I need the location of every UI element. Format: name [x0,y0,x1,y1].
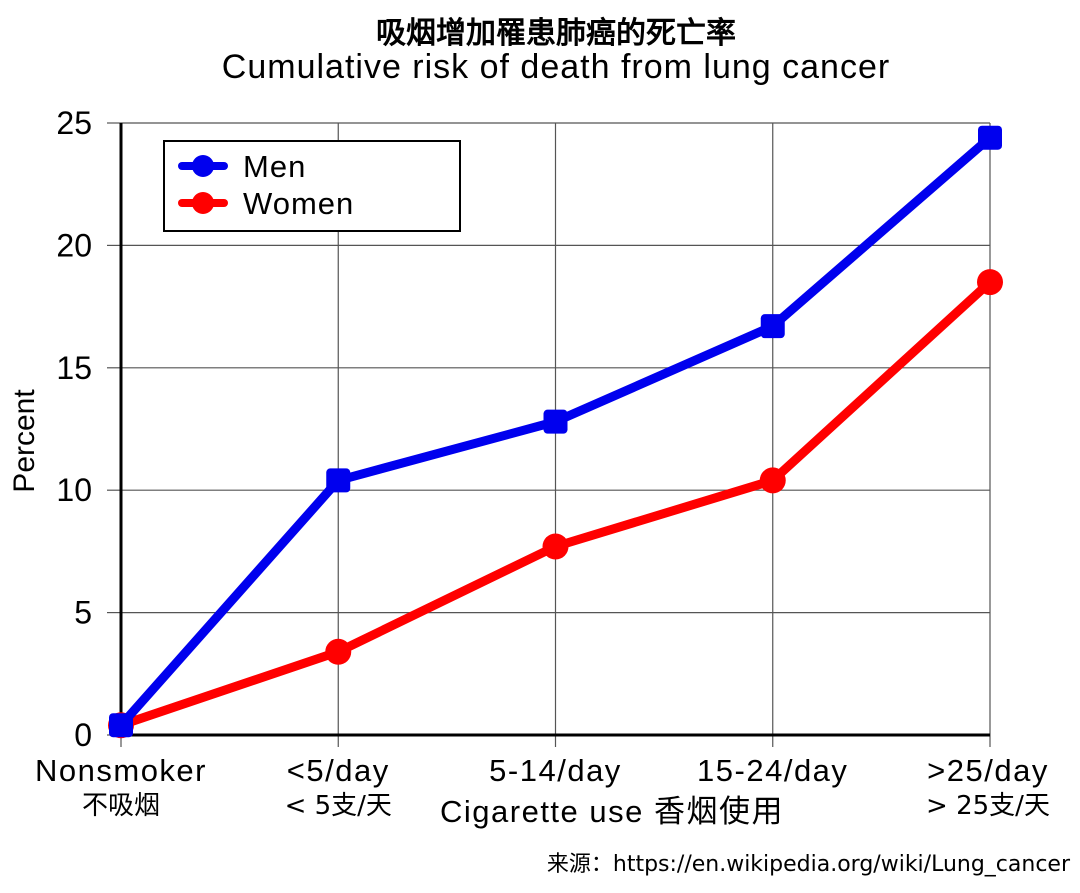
x-axis-label: Cigarette use 香烟使用 [440,794,784,829]
x-tick-label-chinese: > 25支/天 [926,791,1050,821]
data-point-men [109,713,133,738]
data-point-men [543,409,568,434]
legend-marker-men-icon [192,155,214,177]
x-tick-label-chinese: 不吸烟 [82,791,160,821]
data-point-men [326,468,351,493]
y-tick-label: 15 [56,350,92,386]
data-point-men [978,125,1002,150]
y-tick-label: 10 [56,472,92,508]
legend-marker-women-icon [192,192,214,214]
y-tick-label: 0 [74,717,92,753]
legend-box [163,140,461,232]
data-point-women [759,467,786,494]
x-tick-label: >25/day [927,753,1049,788]
data-point-men [760,314,785,339]
chart-title-english: Cumulative risk of death from lung cance… [221,48,891,86]
data-point-women [542,533,569,560]
data-point-women [977,269,1003,296]
x-tick-label-chinese: < 5支/天 [285,791,392,821]
x-tick-label: <5/day [287,753,390,788]
data-point-women [325,638,352,665]
y-tick-label: 20 [56,227,92,263]
x-tick-label: 15-24/day [697,753,848,788]
legend-label-men: Men [243,149,306,184]
chart-title-chinese: 吸烟增加罹患肺癌的死亡率 [376,16,736,51]
y-tick-label: 25 [56,105,92,141]
x-tick-label: 5-14/day [489,753,622,788]
legend-label-women: Women [243,186,354,221]
y-tick-label: 5 [74,595,92,631]
x-tick-label: Nonsmoker [35,753,207,788]
source-citation: 来源：https://en.wikipedia.org/wiki/Lung_ca… [546,852,1070,877]
y-axis-label: Percent [8,389,41,493]
